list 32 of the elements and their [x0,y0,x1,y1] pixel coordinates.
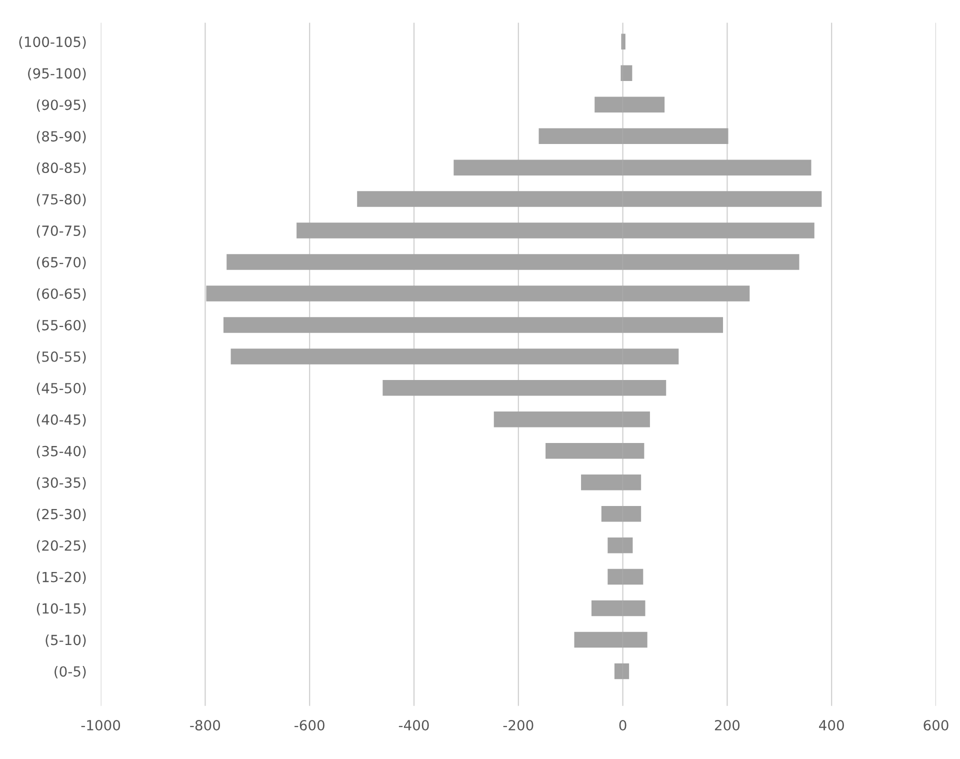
y-tick-label: (65-70) [36,256,86,270]
y-tick-label: (80-85) [36,162,86,175]
x-tick-label: -1000 [81,720,120,731]
y-tick-label: (40-45) [36,414,86,427]
y-tick-label: (45-50) [36,382,86,396]
y-tick-label: (85-90) [36,130,86,144]
y-tick-label: (100-105) [19,36,86,49]
x-tick-label: -400 [398,720,429,731]
y-tick-label: (50-55) [36,351,86,364]
bar [622,34,626,50]
y-tick-label: (15-20) [36,572,86,584]
x-tick-label: -600 [294,720,324,731]
x-tick-label: -200 [503,720,534,731]
x-tick-label: 600 [924,720,948,731]
y-tick-label: (25-30) [36,508,86,521]
x-tick-label: 200 [714,720,740,731]
y-tick-label: (10-15) [36,603,86,616]
y-tick-label: (60-65) [36,288,86,301]
y-tick-label: (95-100) [28,68,86,80]
y-tick-label: (70-75) [36,225,86,238]
y-tick-label: (5-10) [46,634,86,647]
bar [622,65,632,82]
y-tick-label: (75-80) [36,194,86,206]
y-tick-label: (20-25) [36,540,86,552]
y-tick-label: (30-35) [36,477,86,490]
y-tick-label: (90-95) [36,99,86,112]
y-tick-label: (35-40) [36,446,86,458]
y-tick-label: (0-5) [54,666,86,678]
x-tick-label: 400 [819,720,844,731]
x-tick-label: 0 [619,720,626,731]
y-tick-label: (55-60) [36,320,86,332]
x-tick-label: -800 [190,720,220,731]
